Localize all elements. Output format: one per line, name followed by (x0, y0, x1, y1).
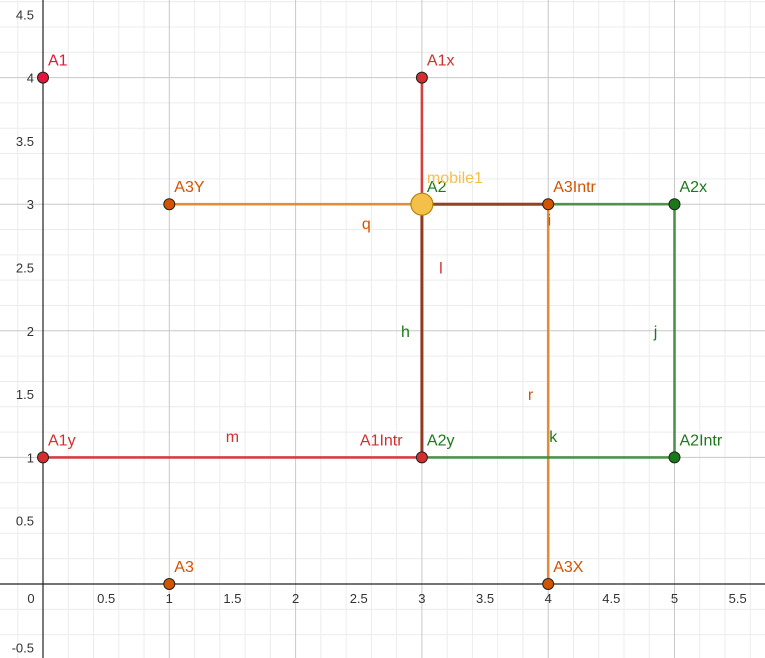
point-A3X[interactable] (542, 578, 555, 590)
segment-labels-layer: m l h q r i j k (226, 212, 658, 445)
y-tick-label: 3.5 (16, 134, 34, 149)
x-tick-label: 1 (166, 591, 173, 606)
segments-layer (41, 76, 676, 586)
segment-label-m: m (226, 429, 239, 446)
point-A2Intr[interactable] (668, 451, 681, 464)
point-label-A3Y: A3Y (174, 179, 205, 196)
x-tick-label: 5.5 (729, 591, 747, 606)
point-label-A3Intr: A3Intr (553, 179, 596, 196)
point-label-A2x: A2x (680, 179, 708, 196)
y-tick-label: 1 (27, 450, 34, 465)
segment-label-l: l (439, 261, 443, 278)
x-tick-label: 4 (545, 591, 552, 606)
point-A3Y[interactable] (163, 198, 176, 211)
segment-label-q: q (362, 216, 371, 233)
y-tick-label: 4.5 (16, 7, 34, 22)
point-label-A2Intr: A2Intr (680, 432, 723, 449)
point-label-A1x: A1x (427, 53, 455, 70)
segment-label-i: i (548, 212, 552, 229)
point-A3[interactable] (163, 578, 176, 590)
point-A2x[interactable] (668, 198, 681, 211)
point-label-A1y: A1y (48, 432, 76, 449)
x-tick-label: 2.5 (350, 591, 368, 606)
y-tick-label: 2 (27, 324, 34, 339)
point-A1Intr[interactable] (415, 451, 428, 464)
segment-label-r: r (528, 387, 534, 404)
point-label-A1Intr: A1Intr (360, 432, 403, 449)
y-tick-label: 0.5 (16, 514, 34, 529)
y-tick-label: -0.5 (12, 640, 34, 655)
point-label-A2: A2 (427, 179, 447, 196)
point-A1x[interactable] (415, 71, 428, 84)
origin-label: 0 (27, 591, 34, 606)
point-A1y[interactable] (37, 451, 49, 464)
point-A3Intr[interactable] (542, 198, 555, 211)
points-layer (37, 71, 681, 590)
segment-label-h: h (401, 324, 410, 341)
y-tick-label: 1.5 (16, 387, 34, 402)
x-tick-label: 0.5 (97, 591, 115, 606)
point-label-A2y: A2y (427, 432, 455, 449)
x-tick-label: 3.5 (476, 591, 494, 606)
point-label-A3: A3 (174, 559, 194, 576)
y-tick-label: 2.5 (16, 261, 34, 276)
x-tick-label: 4.5 (602, 591, 620, 606)
x-tick-label: 3 (418, 591, 425, 606)
x-tick-label: 1.5 (223, 591, 241, 606)
point-labels-layer: A1 A1x A1y A1Intr A2 A2x A2y A2Intr A3 A3X A3Y A3In… (48, 53, 723, 576)
point-label-mobile1: mobile1 (427, 170, 483, 187)
point-mobile1[interactable] (410, 192, 434, 216)
point-label-A3X: A3X (553, 559, 584, 576)
point-label-A1: A1 (48, 53, 68, 70)
axis-tick-labels: 0.5 1 1.5 2 2.5 3 3.5 4 4.5 5 5.5 4.5 4 3.5 3 2.5 2 1.5 1 0… (12, 7, 747, 655)
y-tick-label: 3 (27, 197, 34, 212)
point-A1[interactable] (37, 71, 49, 84)
x-tick-label: 2 (292, 591, 299, 606)
segment-label-k: k (549, 429, 558, 446)
x-tick-label: 5 (671, 591, 678, 606)
y-tick-label: 4 (27, 71, 34, 86)
segment-label-j: j (653, 324, 658, 341)
